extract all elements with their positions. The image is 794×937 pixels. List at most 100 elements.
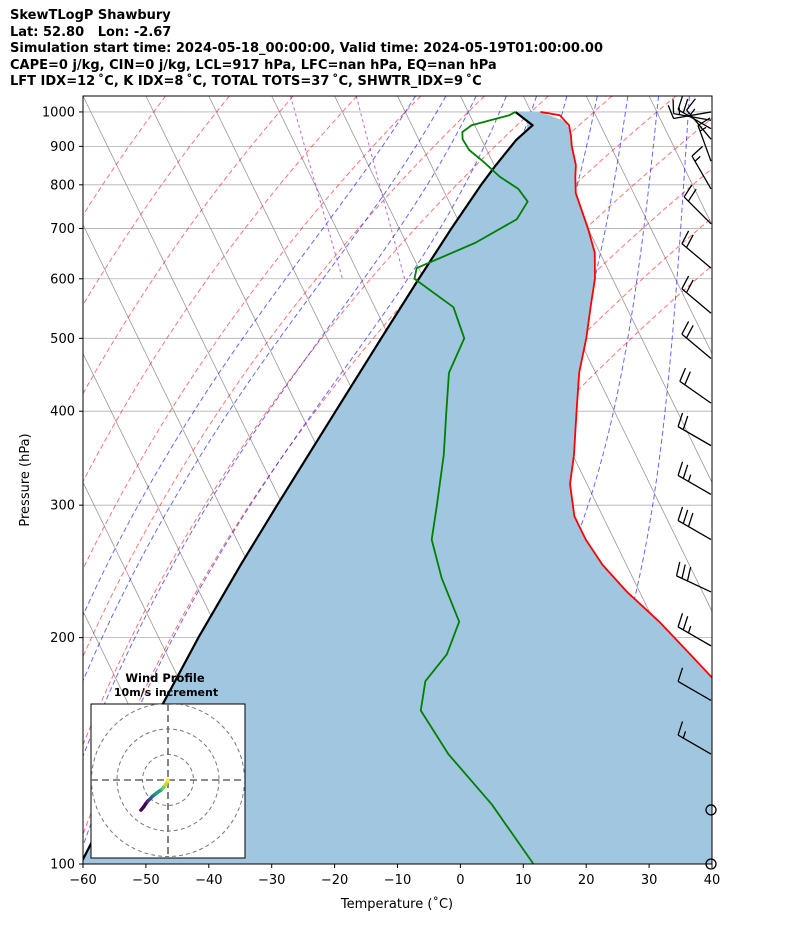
index-line: LFT IDX=12 ˚C, K IDX=8 ˚C, TOTAL TOTS=37… bbox=[10, 74, 482, 89]
wind-barb-flag bbox=[677, 506, 684, 521]
wind-barb-flag bbox=[681, 564, 686, 579]
time-line: Simulation start time: 2024-05-18_00:00:… bbox=[10, 41, 603, 56]
x-tick-label: −40 bbox=[195, 873, 222, 888]
wind-barb-flag bbox=[687, 512, 694, 527]
parcel-profile-line bbox=[83, 111, 534, 862]
wind-barb-flag bbox=[677, 613, 684, 628]
wind-barb-half-flag bbox=[682, 731, 687, 739]
wind-barb-flag bbox=[677, 667, 684, 682]
x-tick-label: −10 bbox=[384, 873, 411, 888]
y-tick-label: 800 bbox=[50, 178, 75, 193]
wind-barb-half-flag bbox=[694, 155, 701, 162]
moist-adiabat-line bbox=[83, 96, 416, 617]
wind-barb-flag bbox=[672, 99, 675, 114]
wind-barb-flag bbox=[677, 412, 684, 427]
hodograph-subtitle: 10m/s increment bbox=[114, 686, 218, 699]
wind-barb-flag bbox=[675, 561, 681, 577]
y-tick-label: 700 bbox=[50, 222, 75, 237]
wind-barb-shaft bbox=[673, 112, 712, 121]
moist-adiabat-line bbox=[83, 96, 477, 758]
hodograph-segment bbox=[139, 805, 146, 812]
wind-barb-shaft bbox=[677, 520, 712, 541]
y-tick-label: 200 bbox=[50, 631, 75, 646]
location-line: Lat: 52.80 Lon: -2.67 bbox=[10, 24, 172, 40]
wind-barb-shaft bbox=[681, 243, 712, 269]
y-axis-label: Pressure (hPa) bbox=[18, 433, 33, 526]
x-tick-label: 20 bbox=[578, 873, 595, 888]
axes: −60 −50 −40 −30 −20 −10 0 10 20 30 40 1000 900 800 700… bbox=[42, 105, 720, 888]
x-tick-label: 0 bbox=[456, 873, 464, 888]
wind-barb-flag bbox=[677, 95, 684, 110]
wind-barb-flag bbox=[683, 184, 693, 198]
wind-barb-shaft bbox=[691, 155, 712, 190]
wind-barb-shaft bbox=[683, 196, 712, 225]
x-tick-label: 10 bbox=[515, 873, 532, 888]
wind-barb-flag bbox=[682, 415, 689, 430]
wind-barb-flag bbox=[681, 321, 690, 335]
calm-wind-circle bbox=[705, 858, 717, 870]
y-tick-label: 900 bbox=[50, 140, 75, 155]
wind-barb-shaft bbox=[676, 575, 712, 593]
dry-adiabat-line bbox=[83, 96, 358, 483]
temperature-profile-line bbox=[540, 111, 712, 679]
dry-adiabat-line bbox=[83, 96, 549, 747]
wind-barb-flag bbox=[685, 325, 694, 339]
dry-adiabat-line bbox=[137, 117, 712, 864]
wind-barb-flag bbox=[685, 279, 694, 293]
dry-adiabat-line bbox=[83, 96, 294, 395]
moist-adiabat-line bbox=[83, 96, 507, 848]
cape-line: CAPE=0 j/kg, CIN=0 j/kg, LCL=917 hPa, LF… bbox=[10, 57, 497, 73]
x-tick-label: −50 bbox=[132, 873, 159, 888]
hodograph-title: Wind Profile bbox=[125, 671, 205, 685]
wind-barb-shaft bbox=[677, 734, 712, 755]
isotherm-line bbox=[711, 96, 712, 97]
wind-barb-shaft bbox=[677, 626, 712, 647]
y-tick-label: 400 bbox=[50, 405, 75, 420]
wind-barb-shaft bbox=[677, 680, 712, 702]
wind-barb-shaft bbox=[677, 426, 712, 447]
wind-barb-flag bbox=[687, 188, 697, 202]
wind-barb-shaft bbox=[673, 111, 712, 120]
y-tick-label: 100 bbox=[50, 858, 75, 873]
dry-adiabat-line bbox=[83, 96, 422, 571]
chart-header: SkewTLogP Shawbury Lat: 52.80 Lon: -2.67… bbox=[10, 8, 603, 91]
wind-barb-shaft bbox=[677, 109, 712, 130]
wind-barb-shaft bbox=[681, 288, 712, 314]
wind-barb-shaft bbox=[681, 333, 712, 360]
wind-barb-half-flag bbox=[687, 474, 692, 482]
wind-barb-shaft bbox=[677, 474, 712, 496]
x-tick-label: −30 bbox=[258, 873, 285, 888]
wind-barb-half-flag bbox=[689, 108, 696, 116]
wind-barb-flag bbox=[682, 464, 689, 479]
wind-barb-flag bbox=[677, 721, 684, 736]
wind-barb-flag bbox=[681, 230, 690, 244]
x-axis-label: Temperature (˚C) bbox=[340, 896, 453, 912]
wind-barb-shaft bbox=[697, 125, 712, 162]
isotherm-line bbox=[585, 96, 712, 355]
y-tick-label: 1000 bbox=[42, 105, 75, 120]
hodograph-body bbox=[91, 704, 245, 858]
x-tick-label: −20 bbox=[321, 873, 348, 888]
wind-barb-half-flag bbox=[687, 625, 692, 634]
wind-barbs bbox=[667, 95, 717, 870]
wind-barb-flag bbox=[685, 234, 694, 248]
wind-barb-flag bbox=[686, 98, 696, 111]
wind-barb-flag bbox=[682, 98, 689, 113]
wind-barb-flag bbox=[682, 616, 689, 631]
dewpoint-profile-line bbox=[413, 111, 535, 864]
x-tick-label: −60 bbox=[69, 873, 96, 888]
y-tick-label: 500 bbox=[50, 332, 75, 347]
wind-barb-flag bbox=[677, 461, 684, 476]
wind-barb-flag bbox=[667, 105, 675, 119]
cin-shaded-area bbox=[83, 111, 712, 864]
y-tick-label: 600 bbox=[50, 272, 75, 287]
mixing-ratio-line bbox=[355, 96, 406, 279]
wind-barb-shaft bbox=[679, 380, 712, 404]
x-tick-label: 30 bbox=[641, 873, 658, 888]
wind-barb-flag bbox=[679, 367, 687, 382]
wind-barb-flag bbox=[681, 275, 690, 290]
wind-barb-flag bbox=[686, 566, 692, 582]
x-tick-label: 40 bbox=[704, 873, 721, 888]
